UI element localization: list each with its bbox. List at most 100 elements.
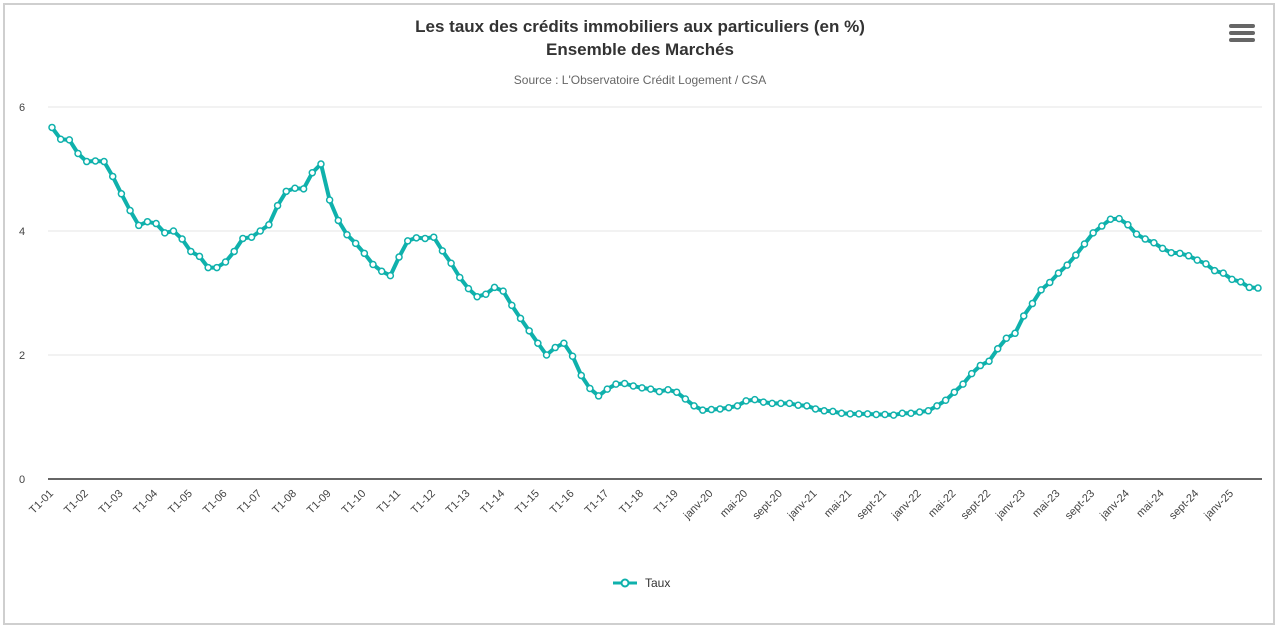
- data-point[interactable]: [568, 352, 577, 360]
- data-point[interactable]: [638, 384, 646, 392]
- data-point[interactable]: [898, 409, 907, 418]
- data-point[interactable]: [221, 258, 230, 266]
- data-point[interactable]: [152, 219, 160, 228]
- data-point[interactable]: [777, 399, 785, 408]
- data-point[interactable]: [993, 345, 1002, 353]
- data-point[interactable]: [395, 253, 403, 261]
- data-point[interactable]: [829, 407, 837, 416]
- data-point[interactable]: [785, 399, 794, 408]
- data-point[interactable]: [369, 260, 377, 269]
- data-point[interactable]: [161, 229, 169, 237]
- data-point[interactable]: [1158, 244, 1167, 253]
- data-point[interactable]: [360, 249, 369, 258]
- data-point[interactable]: [577, 371, 586, 380]
- data-point[interactable]: [169, 227, 178, 235]
- data-point[interactable]: [672, 388, 681, 396]
- data-point[interactable]: [195, 252, 204, 261]
- data-point[interactable]: [377, 267, 386, 276]
- data-point[interactable]: [751, 395, 759, 404]
- data-point[interactable]: [82, 157, 91, 166]
- data-point[interactable]: [386, 271, 395, 280]
- data-point[interactable]: [464, 284, 473, 293]
- legend-item-taux[interactable]: Taux: [613, 576, 670, 590]
- data-point[interactable]: [1011, 329, 1019, 338]
- data-point[interactable]: [421, 234, 429, 243]
- data-point[interactable]: [1002, 334, 1011, 343]
- data-point[interactable]: [655, 387, 664, 396]
- data-point[interactable]: [872, 410, 880, 419]
- data-point[interactable]: [213, 263, 221, 272]
- data-point[interactable]: [499, 287, 507, 295]
- data-point[interactable]: [664, 385, 672, 394]
- data-point[interactable]: [560, 339, 568, 347]
- data-point[interactable]: [620, 379, 629, 388]
- data-point[interactable]: [317, 160, 325, 168]
- data-point[interactable]: [1150, 239, 1158, 247]
- data-point[interactable]: [256, 227, 264, 235]
- data-point[interactable]: [933, 402, 941, 410]
- data-point[interactable]: [646, 385, 655, 393]
- data-point[interactable]: [1080, 240, 1089, 248]
- data-point[interactable]: [1019, 312, 1028, 320]
- data-point[interactable]: [1141, 235, 1149, 243]
- data-point[interactable]: [273, 201, 282, 210]
- data-point[interactable]: [1098, 222, 1106, 230]
- data-point[interactable]: [447, 259, 455, 267]
- data-point[interactable]: [438, 247, 447, 255]
- data-point[interactable]: [707, 405, 716, 414]
- data-point[interactable]: [473, 292, 481, 301]
- data-point[interactable]: [48, 123, 56, 132]
- data-point[interactable]: [56, 135, 65, 143]
- data-point[interactable]: [603, 385, 612, 393]
- data-point[interactable]: [985, 357, 993, 365]
- data-point[interactable]: [811, 405, 820, 413]
- data-point[interactable]: [803, 402, 811, 410]
- data-point[interactable]: [716, 405, 724, 413]
- data-point[interactable]: [794, 401, 802, 409]
- data-point[interactable]: [1106, 215, 1115, 223]
- data-point[interactable]: [768, 399, 776, 408]
- data-point[interactable]: [65, 136, 74, 144]
- data-point[interactable]: [135, 221, 143, 230]
- data-point[interactable]: [325, 196, 334, 204]
- data-point[interactable]: [924, 407, 933, 415]
- data-point[interactable]: [265, 221, 273, 229]
- data-point[interactable]: [586, 384, 594, 393]
- data-point[interactable]: [482, 290, 490, 298]
- data-point[interactable]: [247, 233, 256, 241]
- data-point[interactable]: [143, 217, 152, 226]
- data-point[interactable]: [178, 235, 186, 243]
- data-point[interactable]: [456, 273, 464, 282]
- data-point[interactable]: [820, 407, 828, 415]
- data-point[interactable]: [187, 247, 195, 256]
- data-point[interactable]: [881, 410, 889, 419]
- data-point[interactable]: [1202, 260, 1210, 268]
- data-point[interactable]: [299, 185, 308, 193]
- data-point[interactable]: [855, 410, 863, 418]
- data-point[interactable]: [430, 233, 438, 241]
- data-point[interactable]: [1184, 252, 1193, 260]
- data-point[interactable]: [508, 301, 516, 310]
- data-point[interactable]: [108, 172, 117, 181]
- data-point[interactable]: [950, 388, 959, 396]
- data-point[interactable]: [681, 395, 690, 403]
- data-point[interactable]: [1132, 230, 1141, 238]
- data-point[interactable]: [837, 409, 846, 418]
- data-point[interactable]: [1028, 299, 1037, 308]
- data-point[interactable]: [308, 168, 317, 177]
- hamburger-menu-icon[interactable]: [1226, 18, 1258, 48]
- data-point[interactable]: [126, 206, 134, 215]
- data-point[interactable]: [534, 339, 542, 347]
- data-point[interactable]: [551, 343, 559, 352]
- data-point[interactable]: [403, 237, 412, 245]
- data-point[interactable]: [594, 392, 603, 400]
- data-point[interactable]: [629, 382, 638, 390]
- data-point[interactable]: [74, 149, 82, 158]
- series-taux[interactable]: [48, 123, 1262, 419]
- data-point[interactable]: [742, 397, 750, 405]
- data-point[interactable]: [915, 408, 924, 416]
- data-point[interactable]: [117, 190, 126, 198]
- data-point[interactable]: [334, 216, 343, 225]
- data-point[interactable]: [941, 396, 950, 405]
- data-point[interactable]: [690, 402, 698, 410]
